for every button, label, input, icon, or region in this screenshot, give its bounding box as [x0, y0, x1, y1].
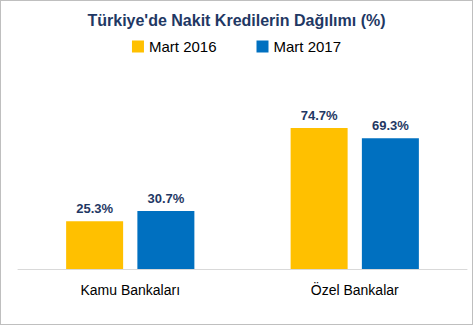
svg-text:Mart 2016: Mart 2016: [149, 38, 217, 55]
svg-text:74.7%: 74.7%: [301, 108, 338, 123]
svg-text:25.3%: 25.3%: [76, 201, 113, 216]
svg-text:Kamu Bankaları: Kamu Bankaları: [80, 282, 180, 298]
svg-text:69.3%: 69.3%: [372, 118, 409, 133]
svg-text:30.7%: 30.7%: [147, 191, 184, 206]
svg-text:Mart 2017: Mart 2017: [274, 38, 342, 55]
svg-text:Özel Bankalar: Özel Bankalar: [311, 281, 399, 298]
svg-text:Türkiye'de Nakit Kredilerin Da: Türkiye'de Nakit Kredilerin Dağılımı (%): [87, 12, 385, 29]
